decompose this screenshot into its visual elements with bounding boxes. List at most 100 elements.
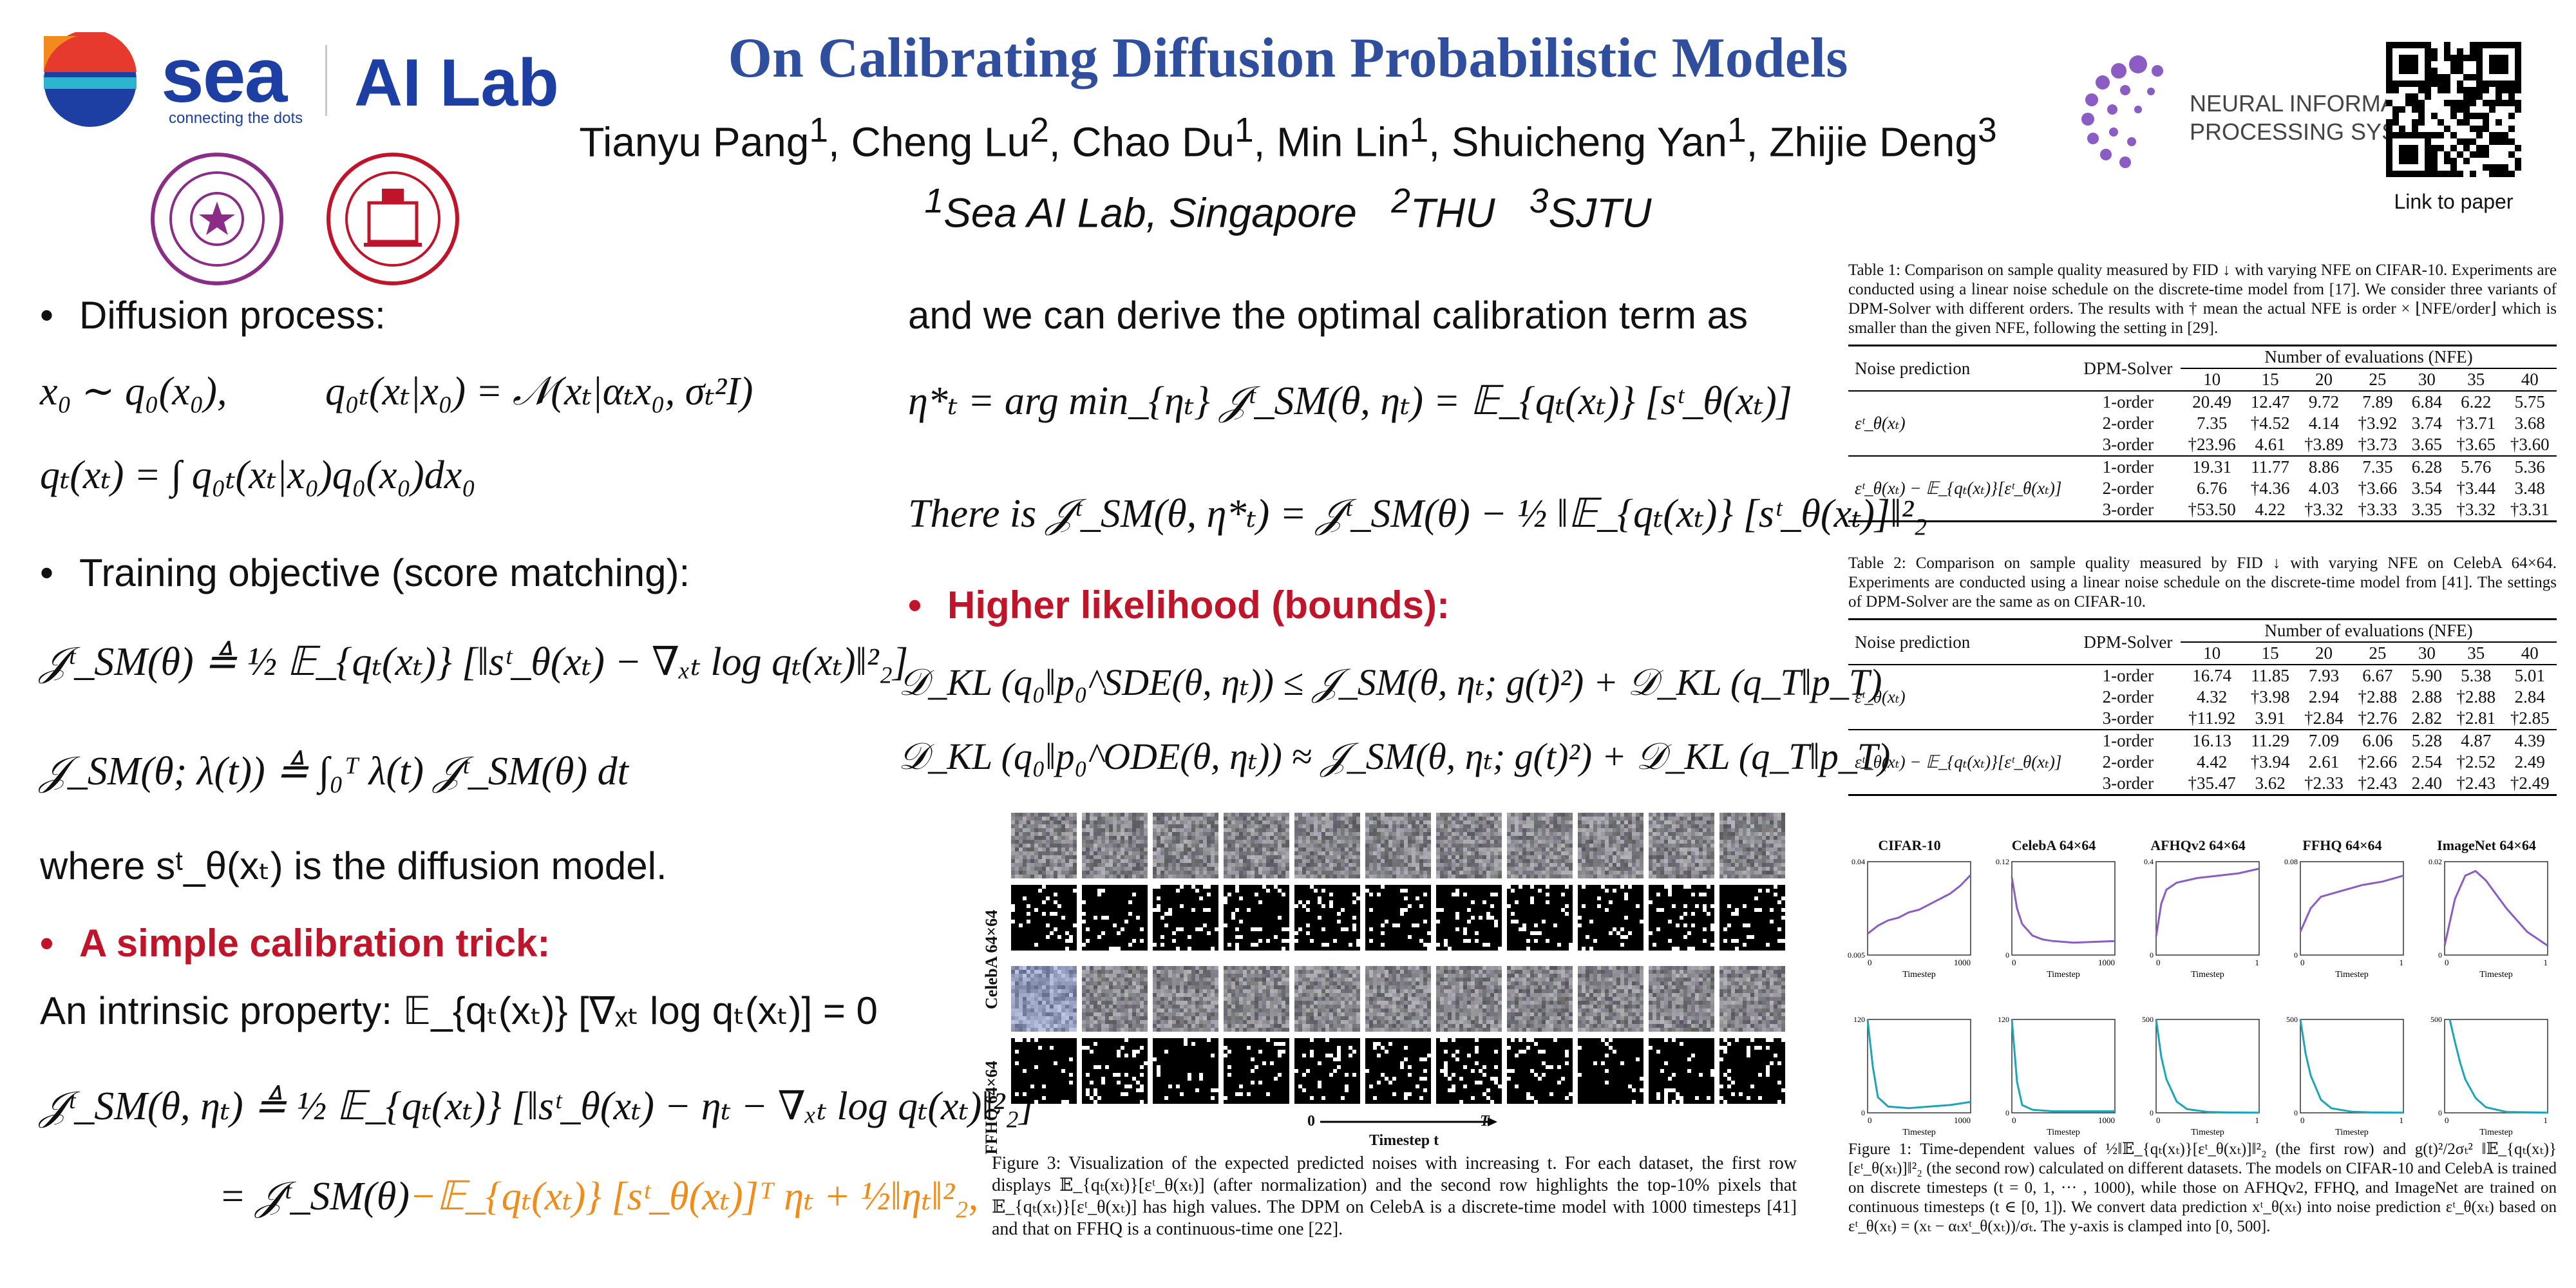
fig3-thumbnail bbox=[1507, 885, 1573, 951]
value-cell: †2.43 bbox=[2358, 773, 2398, 793]
x-tick-label: 1 bbox=[2544, 1115, 2548, 1125]
fig1-subplot: AFHQv2 64×64 0 1 Timestep 0 0.4 bbox=[2130, 837, 2266, 985]
fig1-subplot: 0 1 Timestep 0 500 bbox=[2419, 995, 2554, 1143]
fig3-label-celeba: CelebA 64×64 bbox=[979, 889, 1005, 1030]
y-tick-label: 0.02 bbox=[2429, 857, 2442, 866]
value-cell: †2.66 bbox=[2358, 752, 2398, 772]
series-line bbox=[2155, 867, 2260, 937]
x-axis-label: Timestep bbox=[2335, 1128, 2369, 1137]
fig3-thumbnail bbox=[1224, 1038, 1289, 1104]
fig3-thumbnail bbox=[1153, 885, 1218, 951]
fig3-thumbnail bbox=[1365, 966, 1431, 1032]
noise-label: εᵗ_θ(xₜ) − 𝔼_{qₜ(xₜ)}[εᵗ_θ(xₜ)] bbox=[1855, 478, 2062, 498]
bullet-likelihood: Higher likelihood (bounds): bbox=[908, 583, 1450, 627]
fig3-thumbnail bbox=[1719, 966, 1785, 1032]
fig1-subplot: 0 1000 Timestep 0 120 bbox=[1986, 995, 2121, 1143]
x-tick-label: 0 bbox=[2445, 1115, 2449, 1125]
value-cell: †53.50 bbox=[2188, 500, 2236, 519]
col-nfe-group-header: Number of evaluations (NFE) bbox=[2181, 619, 2557, 643]
value-cell: 3.74 bbox=[2411, 413, 2442, 433]
fig3-thumbnail bbox=[1294, 966, 1360, 1032]
eq-score-matching: 𝒥ᵗ_SM(θ) ≜ ½ 𝔼_{qₜ(xₜ)} [‖sᵗ_θ(xₜ) − ∇ₓₜ… bbox=[40, 640, 909, 684]
table2-caption: Table 2: Comparison on sample quality me… bbox=[1848, 554, 2557, 611]
value-cell: 3.54 bbox=[2411, 478, 2442, 498]
ailab-wordmark: AI Lab bbox=[354, 46, 559, 120]
fig3-thumbnail bbox=[1578, 966, 1643, 1032]
intrinsic-property: An intrinsic property: 𝔼_{qₜ(xₜ)} [∇ₓₜ l… bbox=[40, 989, 878, 1032]
fig3-thumbnail bbox=[1011, 813, 1077, 878]
plot-frame bbox=[1867, 1019, 1971, 1113]
series-line bbox=[2011, 876, 2116, 944]
nfe-header: 10 bbox=[2203, 370, 2221, 389]
value-cell: 4.22 bbox=[2255, 500, 2286, 519]
author-name: Cheng Lu bbox=[851, 118, 1030, 166]
value-cell: 2.84 bbox=[2514, 687, 2545, 706]
eq-weighted-objective: 𝒥_SM(θ; λ(t)) ≜ ∫₀ᵀ λ(t) 𝒥ᵗ_SM(θ) dt bbox=[40, 750, 629, 793]
affiliation-name: THU bbox=[1410, 189, 1495, 236]
x-tick-label: 1000 bbox=[2098, 1115, 2115, 1125]
fig3-thumbnail bbox=[1224, 966, 1289, 1032]
fig3-thumbnail bbox=[1436, 1038, 1502, 1104]
fig3-thumbnail bbox=[1436, 885, 1502, 951]
order-cell: 2-order bbox=[2102, 413, 2154, 433]
nfe-header: 30 bbox=[2418, 643, 2436, 663]
value-cell: †3.98 bbox=[2250, 687, 2290, 706]
fig3-thumbnail bbox=[1436, 813, 1502, 878]
col-noise-header: Noise prediction bbox=[1855, 632, 1971, 652]
value-cell: 6.22 bbox=[2461, 392, 2492, 412]
x-tick-label: 1 bbox=[2544, 958, 2548, 967]
fig1-subplot: CIFAR-10 0 1000 Timestep 0.005 0.04 bbox=[1842, 837, 1977, 985]
noise-label: εᵗ_θ(xₜ) bbox=[1855, 413, 1906, 433]
affiliation-sup: 1 bbox=[924, 182, 944, 220]
value-cell: 2.54 bbox=[2411, 752, 2442, 772]
order-cell: 2-order bbox=[2102, 752, 2154, 772]
table2: Noise prediction DPM-Solver Number of eval… bbox=[1848, 618, 2557, 796]
value-cell: †3.31 bbox=[2510, 500, 2550, 519]
series-line bbox=[1866, 1019, 1971, 1110]
eq-kl-sde: 𝒟_KL (q₀‖p₀^SDE(θ, ηₜ)) ≤ 𝒥_SM(θ, ηₜ; g(… bbox=[898, 661, 1882, 703]
col-solver-header: DPM-Solver bbox=[2083, 358, 2173, 378]
value-cell: †2.43 bbox=[2456, 773, 2496, 793]
sjtu-seal bbox=[325, 151, 460, 287]
value-cell: 4.03 bbox=[2308, 478, 2340, 498]
nfe-header: 10 bbox=[2203, 643, 2221, 663]
x-tick-label: 1 bbox=[2400, 1115, 2404, 1125]
fig3-thumbnail bbox=[1082, 813, 1148, 878]
fig3-thumbnail bbox=[1153, 813, 1218, 878]
value-cell: †2.49 bbox=[2510, 773, 2550, 793]
value-cell: 6.76 bbox=[2197, 478, 2228, 498]
value-cell: 20.49 bbox=[2192, 392, 2232, 412]
nfe-header: 20 bbox=[2315, 643, 2333, 663]
fig3-thumbnail bbox=[1578, 1038, 1643, 1104]
fig3-thumbnail bbox=[1436, 966, 1502, 1032]
value-cell: 11.77 bbox=[2251, 457, 2289, 477]
value-cell: 5.75 bbox=[2514, 392, 2545, 412]
fig3-thumbnail bbox=[1082, 1038, 1148, 1104]
series-line bbox=[1867, 874, 1972, 935]
table-row: 3-order †35.47 3.62 †2.33 †2.43 2.40 †2.43 †2.4… bbox=[1848, 773, 2557, 795]
y-tick-label: 0.4 bbox=[2144, 857, 2154, 866]
y-tick-label: 0 bbox=[2294, 1108, 2298, 1117]
qr-code[interactable] bbox=[2386, 42, 2521, 177]
y-tick-label: 0 bbox=[2150, 1108, 2154, 1117]
value-cell: †3.33 bbox=[2358, 500, 2398, 519]
value-cell: †3.66 bbox=[2358, 478, 2398, 498]
x-tick-label: 1 bbox=[2255, 958, 2260, 967]
value-cell: 2.94 bbox=[2308, 687, 2340, 706]
series-line bbox=[2155, 1019, 2260, 1114]
y-tick-label: 500 bbox=[2142, 1015, 2154, 1024]
value-cell: †3.32 bbox=[2304, 500, 2344, 519]
value-cell: 4.14 bbox=[2308, 413, 2340, 433]
fig1-subplot: 0 1 Timestep 0 500 bbox=[2275, 995, 2410, 1143]
author-list: Tianyu Pang1, Cheng Lu2, Chao Du1, Min L… bbox=[579, 111, 1997, 166]
x-axis-label: Timestep bbox=[2047, 1128, 2080, 1137]
y-tick-label: 0 bbox=[2005, 951, 2009, 960]
value-cell: 7.09 bbox=[2308, 731, 2340, 750]
sea-wordmark: sea bbox=[161, 32, 287, 118]
x-axis-label: Timestep bbox=[1902, 970, 1936, 980]
nfe-header: 35 bbox=[2467, 643, 2485, 663]
value-cell: 12.47 bbox=[2250, 392, 2290, 412]
x-axis-label: Timestep bbox=[2479, 1128, 2513, 1137]
value-cell: †3.73 bbox=[2358, 435, 2398, 454]
plot-frame bbox=[2300, 861, 2404, 956]
